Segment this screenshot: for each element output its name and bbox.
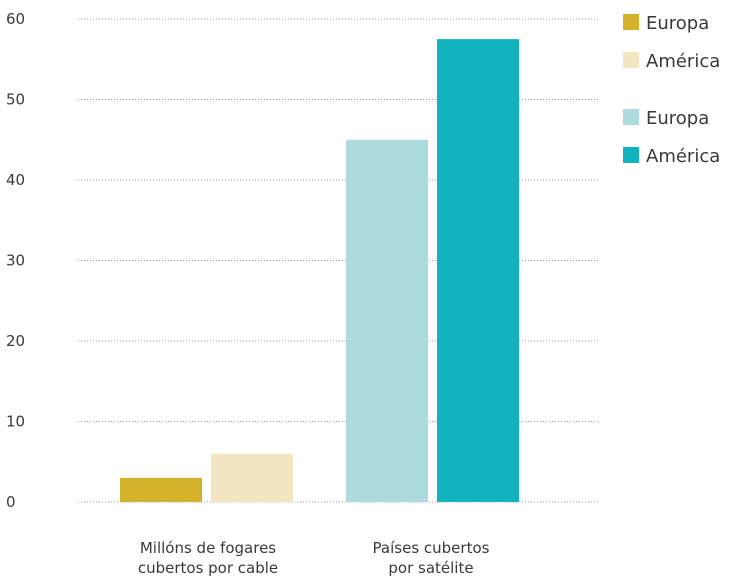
bar-américa-cable: [211, 453, 293, 502]
legend-label: Europa: [646, 13, 709, 34]
x-category-labels: Millóns de fogares cubertos por cable País…: [138, 539, 490, 577]
legend-swatch: [623, 14, 639, 30]
legend: Europa América Europa América: [623, 13, 720, 167]
grid-layer: [78, 18, 598, 503]
y-tick-label: 20: [6, 332, 25, 350]
y-tick-label: 0: [6, 493, 16, 511]
x-category-label: Millóns de fogares cubertos por cable: [138, 539, 278, 577]
legend-label: Europa: [646, 108, 709, 129]
y-tick-labels: 0 10 20 30 40 50 60: [6, 10, 25, 511]
bar-américa-satellite: [437, 39, 519, 502]
legend-label: América: [646, 51, 720, 72]
y-tick-label: 60: [6, 10, 25, 28]
legend-swatch: [623, 147, 639, 163]
x-category-label: Países cubertos por satélite: [373, 539, 490, 577]
legend-swatch: [623, 109, 639, 125]
y-tick-label: 50: [6, 91, 25, 109]
bars: [120, 39, 519, 502]
bar-europa-cable: [120, 477, 202, 502]
bar-europa-satellite: [346, 139, 428, 502]
y-tick-label: 30: [6, 252, 25, 270]
legend-label: América: [646, 146, 720, 167]
y-tick-label: 40: [6, 171, 25, 189]
y-tick-label: 10: [6, 413, 25, 431]
legend-swatch: [623, 52, 639, 68]
